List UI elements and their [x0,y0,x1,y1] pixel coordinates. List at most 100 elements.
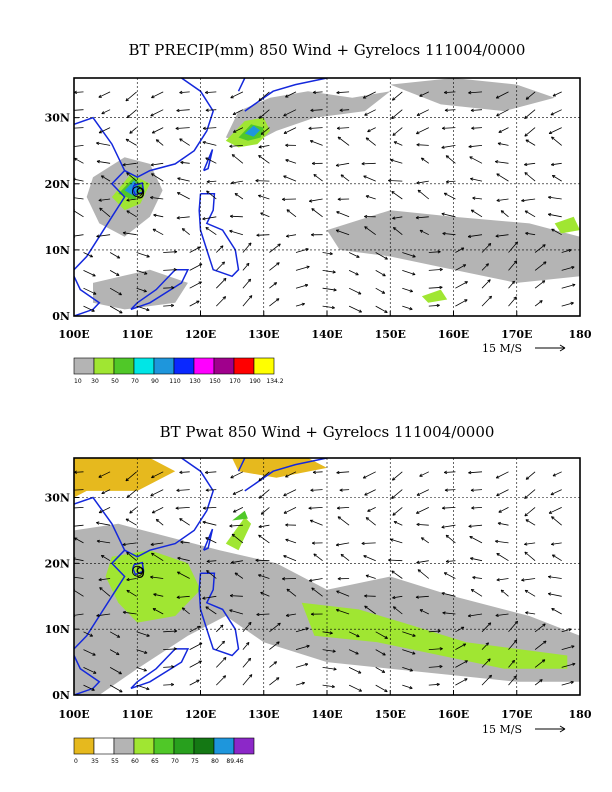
wind-arrow [177,557,190,562]
wind-arrow [336,229,350,236]
wind-arrow-head [301,681,305,685]
colorbar-swatch [93,357,115,375]
wind-arrow [98,127,111,134]
wind-arrow [258,109,270,119]
wind-arrow-head [122,610,127,615]
wind-arrow-head [248,242,252,246]
wind-arrow [500,210,509,218]
wind-arrow-head [570,680,574,685]
wind-arrow-head [234,193,239,197]
wind-arrow-head [572,662,576,666]
wind-arrow [180,541,190,544]
wind-arrow [269,661,277,668]
wind-arrow-head [98,510,103,514]
wind-arrow [163,684,174,686]
wind-arrow-head [333,667,337,671]
wind-arrow-head [539,679,543,683]
wind-arrow-head [150,542,154,546]
wind-arrow [295,682,305,686]
wind-arrow-head [500,589,505,593]
wind-arrow-head [496,578,500,582]
wind-arrow [336,471,350,474]
wind-arrow-head [273,282,278,286]
wind-arrow [322,684,335,688]
wind-arrow-head [364,112,368,116]
wind-arrow-head [364,594,368,598]
wind-arrow [363,471,376,479]
wind-arrow-head [181,228,186,232]
wind-arrow-head [336,126,340,130]
wind-arrow [258,145,270,148]
wind-arrow [177,177,190,182]
wind-arrow-head [468,524,472,528]
wind-arrow [206,190,217,200]
wind-arrow [189,300,200,307]
wind-arrow [101,555,111,562]
y-tick-label: 10N [45,244,70,257]
chart-title: BT Pwat 850 Wind + Gyrelocs 111004/0000 [160,423,495,441]
wind-arrow-head [358,291,362,295]
colorbar-label: 130 [189,378,201,385]
wind-arrow-head [196,679,200,683]
wind-arrow [561,302,574,307]
wind-arrow-head [525,519,529,523]
wind-arrow-head [151,510,156,514]
wind-arrow [231,560,243,564]
wind-arrow-head [363,555,367,559]
wind-arrow [534,300,543,307]
wind-arrow-head [311,161,315,166]
wind-arrow-head [384,688,388,693]
wind-arrow [150,162,164,166]
wind-arrow [561,249,572,253]
wind-arrow [552,91,562,97]
wind-arrow-head [488,295,492,300]
wind-arrow [561,266,575,271]
wind-arrow-head [524,495,528,499]
wind-arrow [163,251,178,253]
wind-arrow [153,593,164,597]
wind-arrow-head [364,492,368,496]
wind-arrow-head [146,633,150,637]
wind-arrow-head [276,298,280,302]
wind-arrow [402,631,416,637]
wind-arrow [152,507,164,514]
wind-arrow-head [96,539,101,543]
wind-arrow [364,109,376,116]
wind-arrow-head [311,208,315,212]
wind-arrow [229,524,243,527]
wind-arrow [242,278,252,289]
wind-arrow [205,471,217,473]
wind-arrow-head [335,608,340,612]
wind-arrow [189,642,203,650]
wind-arrow [416,489,429,496]
wind-arrow [552,554,562,562]
wind-arrow [283,109,297,117]
wind-arrow-head [126,198,130,202]
x-tick-label: 160E [438,708,469,721]
wind-arrow-head [197,246,201,250]
wind-arrow-head [202,126,206,130]
wind-arrow [109,667,122,675]
vector-key-arrow-head [559,725,566,733]
wind-arrow [83,667,97,674]
wind-arrow [99,587,111,597]
wind-arrow [126,172,137,182]
wind-arrow-head [393,141,398,145]
wind-arrow [428,683,440,686]
wind-arrow [150,489,164,497]
wind-arrow [551,136,562,146]
wind-arrow-head [542,244,546,248]
wind-arrow [202,216,217,220]
wind-arrow [393,227,403,236]
wind-arrow-head [337,197,341,201]
wind-arrow [524,109,536,119]
wind-arrow [402,252,416,258]
wind-arrow [419,229,429,236]
wind-arrow [416,144,429,146]
wind-arrow [151,471,164,479]
wind-arrow [152,127,164,134]
wind-arrow [269,641,280,650]
wind-arrow-head [286,209,290,213]
wind-arrow [525,612,536,615]
